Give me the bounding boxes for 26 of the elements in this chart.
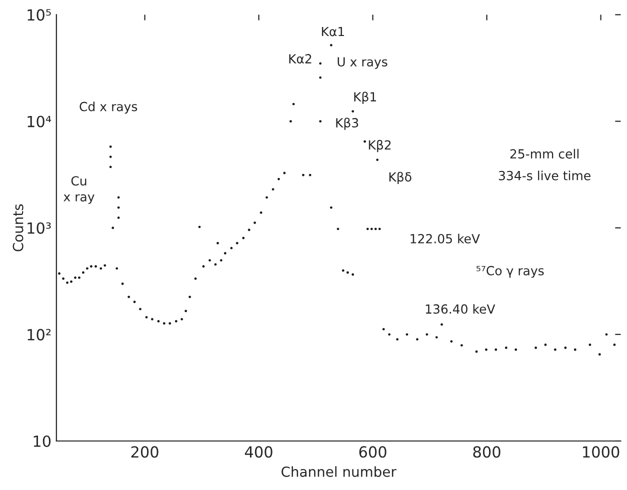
annotation: ⁵⁷Co γ rays	[476, 266, 544, 278]
y-tick-label: 10⁵	[28, 9, 51, 21]
annotation: 136.40 keV	[426, 304, 496, 314]
annotation: Kα2	[289, 54, 312, 64]
annotation: Kα1	[322, 26, 344, 36]
y-axis-title: Counts	[12, 204, 24, 252]
annotation: Kβδ	[389, 172, 412, 184]
y-tick-label: 10²	[28, 328, 51, 340]
annotation: Kβ1	[354, 92, 376, 104]
x-tick-label: 200	[131, 446, 158, 458]
y-tick-label: 10	[34, 435, 51, 448]
annotation: Cd x rays	[80, 102, 138, 114]
y-tick-label: 10⁴	[28, 116, 52, 128]
annotation: Kβ2	[368, 140, 391, 152]
annotation: Kβ3	[336, 118, 358, 130]
x-axis-title: Channel number	[282, 466, 396, 477]
x-tick-label: 400	[244, 446, 272, 458]
x-tick-label: 800	[473, 446, 500, 458]
annotation: 334-s live time	[498, 170, 590, 180]
annotation: Cu x ray	[64, 176, 94, 204]
annotation: 25-mm cell	[510, 148, 579, 159]
x-tick-label: 1000	[583, 446, 620, 458]
annotation: U x rays	[338, 57, 388, 69]
annotation: 122.05 keV	[410, 234, 480, 244]
x-tick-label: 600	[359, 446, 386, 458]
y-tick-label: 10³	[28, 222, 51, 234]
